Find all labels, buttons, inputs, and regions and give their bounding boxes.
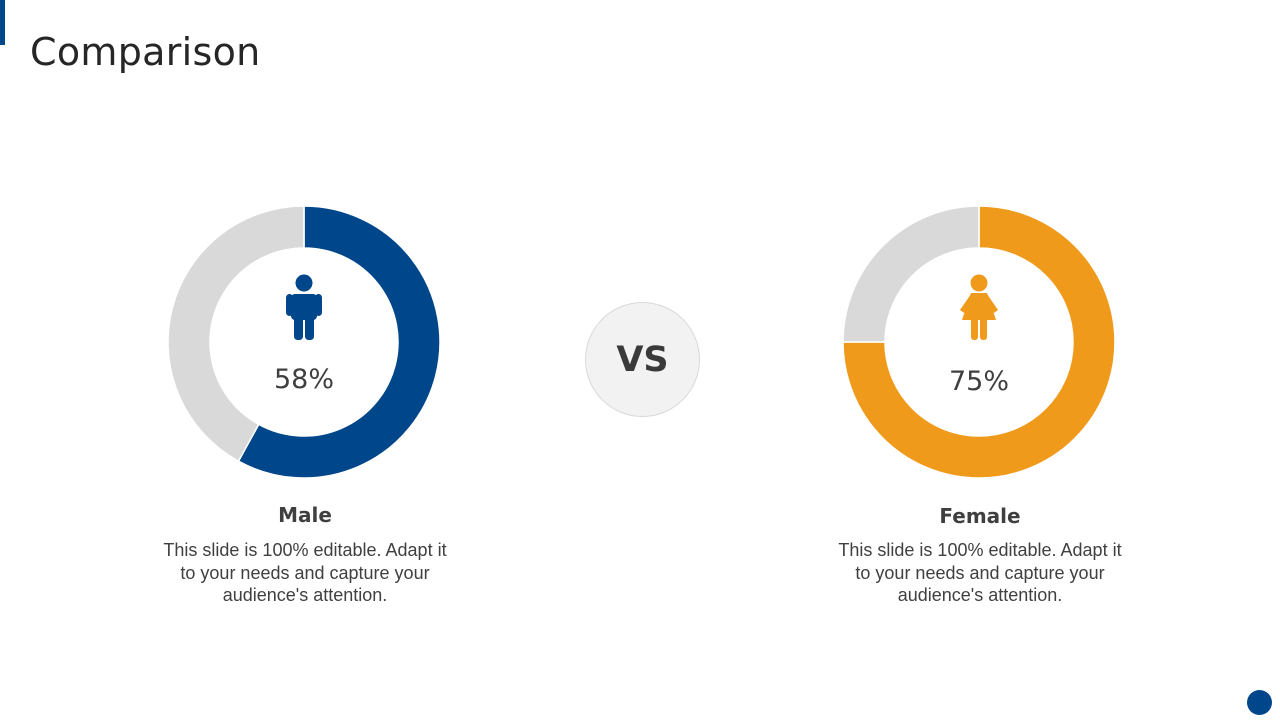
vs-badge: VS (585, 302, 700, 417)
donut-chart-male (167, 205, 441, 479)
male-person-icon (286, 274, 322, 340)
female-description: This slide is 100% editable. Adapt it to… (838, 540, 1122, 605)
corner-dot (1247, 690, 1272, 715)
donut-slice-female-remainder (842, 205, 980, 343)
donut-slice-male-remainder (167, 205, 305, 463)
donut-slice-male-value (237, 205, 441, 479)
donut-chart-female (842, 205, 1116, 479)
female-person-icon (960, 274, 998, 340)
male-percentage: 58% (273, 364, 334, 395)
male-description: This slide is 100% editable. Adapt it to… (163, 540, 447, 605)
title-accent-bar (0, 0, 5, 45)
donut-slice-female-value (842, 205, 1116, 479)
vs-label: VS (616, 339, 669, 380)
female-percentage: 75% (948, 366, 1009, 397)
male-label: Male (278, 503, 332, 527)
slide-title: Comparison (30, 30, 261, 74)
female-label: Female (939, 504, 1021, 528)
